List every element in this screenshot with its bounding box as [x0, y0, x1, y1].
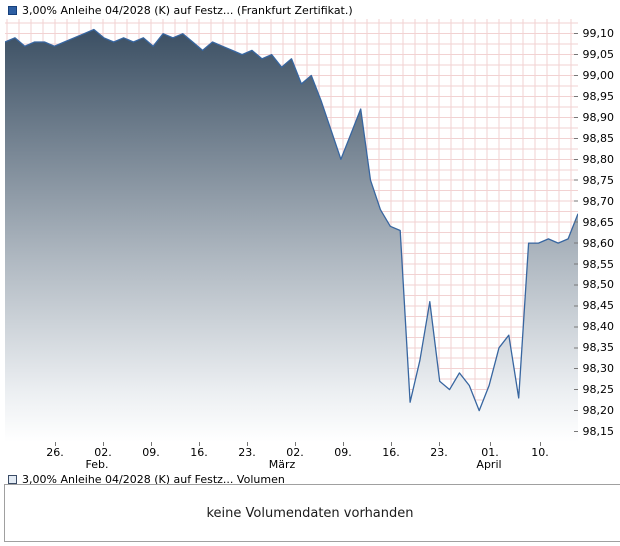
y-axis-label: 98,80 [582, 153, 615, 166]
price-legend: 3,00% Anleihe 04/2028 (K) auf Festz... (… [8, 4, 353, 17]
x-axis-label: 01. [481, 446, 499, 459]
volume-panel: keine Volumendaten vorhanden [4, 484, 620, 542]
x-axis-tick [490, 442, 491, 446]
y-axis-label: 98,50 [582, 278, 615, 291]
x-axis-label: 09. [334, 446, 352, 459]
y-axis-label: 98,75 [582, 174, 615, 187]
y-axis-label: 98,85 [582, 132, 615, 145]
x-axis-month-label: Feb. [85, 458, 109, 471]
y-axis-label: 98,70 [582, 195, 615, 208]
y-axis-label: 98,35 [582, 341, 615, 354]
y-axis-label: 98,90 [582, 111, 615, 124]
volume-legend: 3,00% Anleihe 04/2028 (K) auf Festz... V… [8, 473, 285, 486]
x-axis-label: 02. [94, 446, 112, 459]
x-axis-month-label: März [268, 458, 296, 471]
y-axis-label: 98,95 [582, 90, 615, 103]
x-axis-label: 09. [142, 446, 160, 459]
x-axis-tick [151, 442, 152, 446]
y-axis-label: 98,45 [582, 299, 615, 312]
y-axis-label: 99,05 [582, 48, 615, 61]
y-axis-label: 98,25 [582, 383, 615, 396]
y-axis-label: 98,20 [582, 404, 615, 417]
price-series-icon [8, 6, 17, 15]
x-axis-month-label: April [476, 458, 502, 471]
x-axis-tick [103, 442, 104, 446]
x-axis-label: 02. [286, 446, 304, 459]
x-axis-tick [199, 442, 200, 446]
x-axis-label: 23. [238, 446, 256, 459]
x-axis-label: 26. [46, 446, 64, 459]
y-axis-label: 99,00 [582, 69, 615, 82]
x-axis-label: 10. [531, 446, 549, 459]
x-axis-tick [295, 442, 296, 446]
x-axis-tick [55, 442, 56, 446]
x-axis-tick [391, 442, 392, 446]
y-axis-label: 99,10 [582, 27, 615, 40]
x-axis-tick [439, 442, 440, 446]
y-axis-label: 98,15 [582, 425, 615, 438]
x-axis-label: 16. [382, 446, 400, 459]
x-axis-tick [343, 442, 344, 446]
y-axis-label: 98,30 [582, 362, 615, 375]
y-axis-label: 98,55 [582, 258, 615, 271]
price-legend-label: 3,00% Anleihe 04/2028 (K) auf Festz... (… [22, 4, 353, 17]
x-axis-label: 23. [430, 446, 448, 459]
x-axis-label: 16. [190, 446, 208, 459]
volume-empty-message: keine Volumendaten vorhanden [206, 505, 414, 521]
x-axis-tick [540, 442, 541, 446]
x-axis-tick [247, 442, 248, 446]
volume-legend-label: 3,00% Anleihe 04/2028 (K) auf Festz... V… [22, 473, 285, 486]
volume-series-icon [8, 475, 17, 484]
y-axis-label: 98,40 [582, 320, 615, 333]
y-axis-label: 98,60 [582, 237, 615, 250]
y-axis-label: 98,65 [582, 216, 615, 229]
price-chart[interactable] [5, 19, 578, 442]
